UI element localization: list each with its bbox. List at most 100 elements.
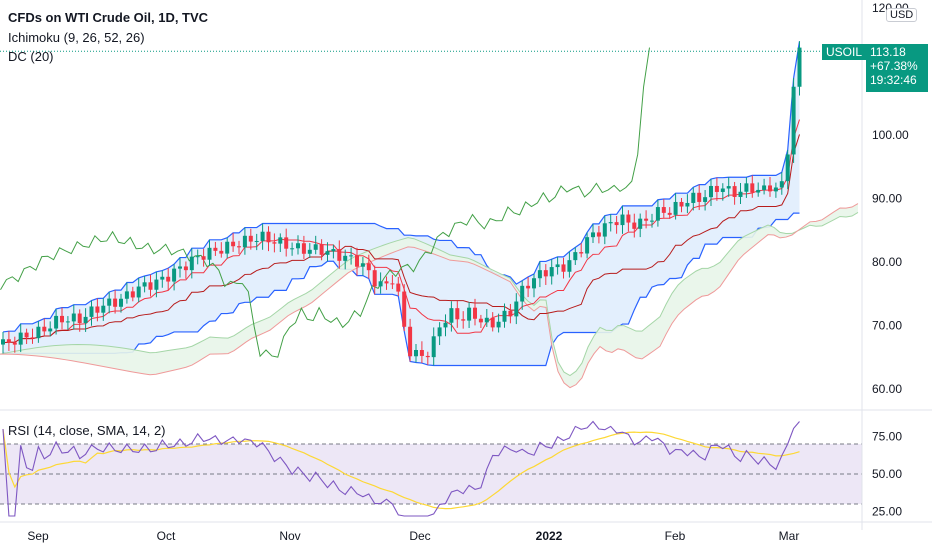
chart-title: CFDs on WTI Crude Oil, 1D, TVC — [8, 10, 209, 25]
candle-body — [644, 218, 649, 221]
candle-body — [313, 244, 318, 250]
candle-body — [508, 310, 513, 317]
candle-body — [301, 243, 306, 254]
candle-body — [307, 249, 312, 254]
candle-body — [42, 326, 47, 332]
candle-body — [366, 263, 371, 271]
rsi-pane — [0, 420, 862, 517]
candle-body — [160, 276, 165, 280]
candle-body — [425, 355, 430, 358]
candle-body — [579, 252, 584, 254]
candle-body — [12, 342, 17, 345]
candle-body — [484, 317, 489, 323]
candle-body — [785, 154, 790, 182]
candle-body — [195, 256, 200, 258]
candle-body — [632, 222, 637, 229]
candle-body — [514, 301, 519, 317]
candle-body — [779, 181, 784, 188]
candle-body — [201, 256, 206, 260]
candle-body — [95, 306, 100, 313]
rsi-legend: RSI (14, close, SMA, 14, 2) — [8, 423, 166, 438]
candle-body — [691, 192, 696, 203]
candle-body — [596, 232, 601, 237]
change-pct-label: +67.38% — [870, 59, 918, 73]
candle-body — [6, 339, 11, 343]
candle-body — [124, 291, 129, 299]
candle-body — [732, 186, 737, 197]
candle-body — [614, 222, 619, 226]
time-tick-label: Sep — [27, 529, 49, 543]
candle-body — [390, 283, 395, 285]
candle-body — [685, 202, 690, 207]
currency-badge[interactable]: USD — [886, 8, 918, 22]
candle-body — [183, 266, 188, 271]
candle-body — [378, 281, 383, 287]
candle-body — [384, 281, 389, 284]
candle-body — [520, 285, 525, 302]
candle-body — [561, 264, 566, 272]
price-tick-label: 100.00 — [872, 128, 909, 142]
candle-body — [266, 231, 271, 243]
donchian-upper — [2, 41, 801, 333]
candle-body — [254, 240, 259, 242]
candle-body — [449, 308, 454, 323]
candle-body — [673, 201, 678, 215]
candle-body — [248, 235, 253, 242]
price-tick-label: 70.00 — [872, 319, 902, 333]
symbol-tag: USOIL — [822, 44, 867, 60]
candle-body — [773, 187, 778, 192]
candle-body — [555, 264, 560, 268]
time-tick-label: Feb — [665, 529, 686, 543]
candle-body — [461, 319, 466, 321]
candle-body — [83, 316, 88, 324]
candle-body — [726, 186, 731, 189]
candle-body — [237, 246, 241, 248]
candle-body — [296, 243, 300, 249]
price-tick-label: 60.00 — [872, 382, 902, 396]
candle-body — [537, 270, 542, 279]
candle-body — [526, 285, 531, 289]
senkou-a — [0, 211, 859, 377]
candle-body — [679, 201, 684, 207]
candle-body — [1, 339, 5, 345]
candle-body — [242, 235, 247, 248]
candle-body — [30, 337, 35, 339]
rsi-tick-label: 50.00 — [872, 467, 902, 481]
candle-body — [331, 249, 336, 252]
candle-body — [762, 185, 767, 190]
candle-body — [478, 318, 483, 323]
candle-body — [573, 252, 578, 261]
candle-body — [189, 256, 194, 271]
price-tick-label: 80.00 — [872, 255, 902, 269]
candle-body — [443, 322, 448, 328]
candle-body — [638, 218, 643, 229]
candle-body — [473, 307, 477, 319]
candle-body — [532, 278, 536, 289]
candle-body — [455, 308, 460, 320]
candle-body — [18, 332, 23, 345]
ichimoku-legend: Ichimoku (9, 26, 52, 26) — [8, 30, 145, 45]
candle-body — [414, 350, 418, 357]
candle-body — [355, 255, 359, 267]
candle-body — [602, 223, 607, 237]
price-tick-label: 90.00 — [872, 192, 902, 206]
candle-body — [372, 270, 377, 287]
candle-body — [655, 207, 660, 221]
candle-body — [697, 192, 702, 202]
candle-body — [396, 283, 401, 292]
rsi-line — [2, 420, 800, 517]
candle-body — [65, 321, 70, 323]
candle-body — [661, 207, 666, 213]
time-tick-label: Dec — [409, 529, 430, 543]
candle-body — [113, 298, 118, 307]
candle-body — [48, 328, 53, 332]
candle-body — [54, 315, 59, 329]
candle-body — [107, 298, 112, 306]
candle-body — [136, 286, 141, 298]
candle-body — [325, 251, 330, 255]
candle-body — [797, 47, 802, 87]
candle-body — [89, 306, 94, 317]
candle-body — [319, 244, 324, 255]
